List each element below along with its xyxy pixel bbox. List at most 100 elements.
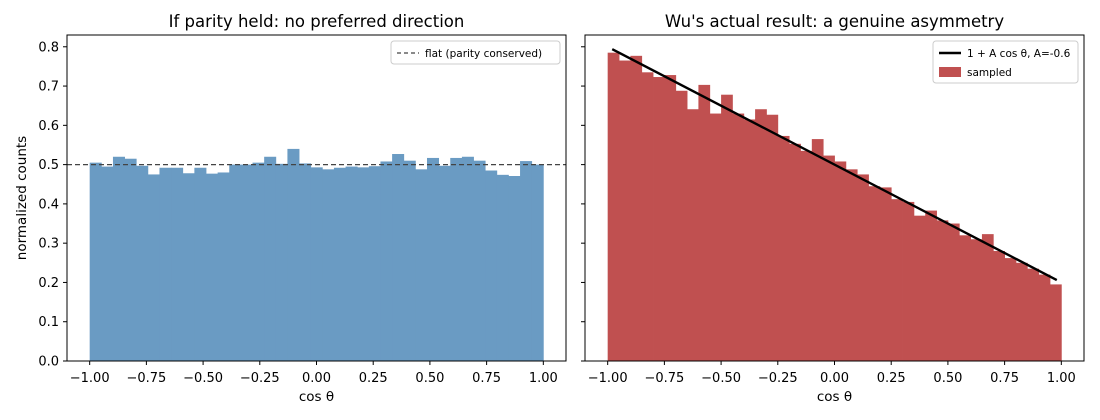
histogram-bar: [357, 167, 370, 361]
histogram-bar: [845, 169, 858, 361]
histogram-bar: [721, 94, 733, 361]
histogram-bar: [124, 158, 137, 361]
histogram-bar: [206, 173, 219, 361]
histogram-bar: [368, 166, 381, 361]
histogram-bar: [936, 220, 949, 361]
x-tick-label: −0.50: [701, 371, 741, 386]
histogram-bar: [743, 119, 756, 361]
histogram-bar: [732, 113, 745, 361]
chart-panel-wu-result: −1.00 −0.75 −0.50 −0.25 0.00 0.25 0.50 0.75 1.00…: [581, 12, 1085, 405]
histogram-bar: [182, 173, 195, 361]
histogram-bar: [698, 84, 711, 361]
legend-label: 1 + A cos θ, A=-0.6: [967, 48, 1071, 60]
legend: flat (parity conserved): [390, 40, 561, 65]
histogram-bar: [252, 162, 265, 361]
chart-title: If parity held: no preferred direction: [169, 12, 465, 31]
histogram-bar: [112, 156, 125, 361]
histogram-bar: [1038, 274, 1051, 361]
histogram-bar: [229, 164, 242, 361]
legend: 1 + A cos θ, A=-0.6 sampled: [932, 40, 1079, 84]
y-tick-label: 0.1: [38, 315, 59, 330]
histogram-bar: [520, 161, 533, 361]
histogram-bar: [755, 109, 767, 361]
legend-label: sampled: [967, 67, 1012, 79]
y-tick-label: 0.7: [38, 80, 59, 95]
histogram-bar: [913, 215, 926, 361]
x-tick-label: −0.25: [240, 371, 280, 386]
histogram-bar: [823, 155, 835, 361]
x-tick-label: −0.50: [183, 371, 223, 386]
histogram-bar: [101, 166, 114, 361]
histogram-bar: [687, 109, 699, 361]
histogram-bar: [450, 157, 463, 361]
x-axis-label: cos θ: [299, 389, 334, 405]
histogram-bar: [275, 163, 288, 361]
x-tick-label: −1.00: [588, 371, 628, 386]
histogram-bar: [240, 164, 253, 361]
y-tick-label: 0.8: [38, 40, 59, 55]
histogram-bar: [641, 72, 654, 361]
histogram-bar: [789, 143, 801, 361]
histogram-bar: [891, 199, 903, 361]
histogram-bar: [508, 176, 521, 361]
histogram-bar: [777, 135, 790, 361]
histogram-bar: [264, 156, 277, 361]
histogram-bar: [217, 172, 230, 361]
histogram-bar: [879, 187, 892, 361]
histogram-bar: [438, 165, 451, 361]
y-tick-label: 0.2: [38, 276, 59, 291]
histogram-bar: [380, 161, 393, 361]
x-axis-label: cos θ: [817, 389, 852, 405]
histogram-bar: [868, 186, 881, 361]
x-tick-label: 1.00: [1047, 371, 1076, 386]
histogram-bar: [403, 160, 416, 361]
legend-box: [390, 40, 561, 65]
histogram-bar: [531, 164, 544, 361]
histogram-bar: [675, 90, 688, 362]
histogram-bar: [959, 235, 971, 361]
x-tick-label: −0.25: [758, 371, 798, 386]
histogram-bar: [834, 161, 847, 361]
histogram-bar: [415, 169, 428, 361]
chart-title: Wu's actual result: a genuine asymmetry: [665, 12, 1004, 31]
x-tick-label: 0.75: [472, 371, 501, 386]
histogram-bar: [857, 174, 869, 361]
fit-line: [611, 48, 1058, 282]
histogram-bar: [194, 167, 207, 361]
histogram-bar: [333, 167, 346, 361]
histogram-bar: [766, 114, 779, 361]
histogram-bar: [902, 201, 915, 361]
y-tick-label: 0.4: [38, 197, 59, 212]
x-tick-label: 1.00: [529, 371, 558, 386]
histogram-bar: [1004, 258, 1017, 361]
histogram-bar: [993, 251, 1006, 361]
histogram-bar: [461, 156, 474, 361]
histogram-bar: [970, 239, 983, 361]
histogram-bar: [1027, 268, 1040, 361]
y-tick-label: 0.0: [38, 355, 59, 370]
x-tick-label: −0.75: [644, 371, 684, 386]
x-tick-label: 0.50: [415, 371, 444, 386]
histogram-bar: [345, 166, 358, 361]
histogram-bar: [1015, 262, 1028, 361]
histogram-bar: [800, 150, 813, 361]
histogram-bar: [709, 113, 722, 361]
x-tick-label: 0.25: [877, 371, 906, 386]
histogram-bar: [310, 167, 323, 361]
histogram-bar: [630, 55, 643, 361]
x-tick-label: 0.50: [933, 371, 962, 386]
histogram-bar: [89, 162, 102, 361]
x-tick-label: 0.00: [820, 371, 849, 386]
x-tick-label: 0.75: [990, 371, 1019, 386]
histogram-bar: [322, 169, 335, 361]
histogram-bar: [136, 165, 149, 361]
histogram-bar: [287, 148, 300, 361]
y-tick-label: 0.6: [38, 119, 59, 134]
x-tick-label: −1.00: [70, 371, 110, 386]
histogram-bar: [427, 157, 440, 361]
histogram-bar: [392, 154, 405, 361]
chart-panel-parity-held: −1.00 −0.75 −0.50 −0.25 0.00 0.25 0.50 0.75 1.00…: [14, 12, 567, 405]
histogram-bar: [607, 52, 620, 362]
histogram-bar: [947, 223, 960, 361]
